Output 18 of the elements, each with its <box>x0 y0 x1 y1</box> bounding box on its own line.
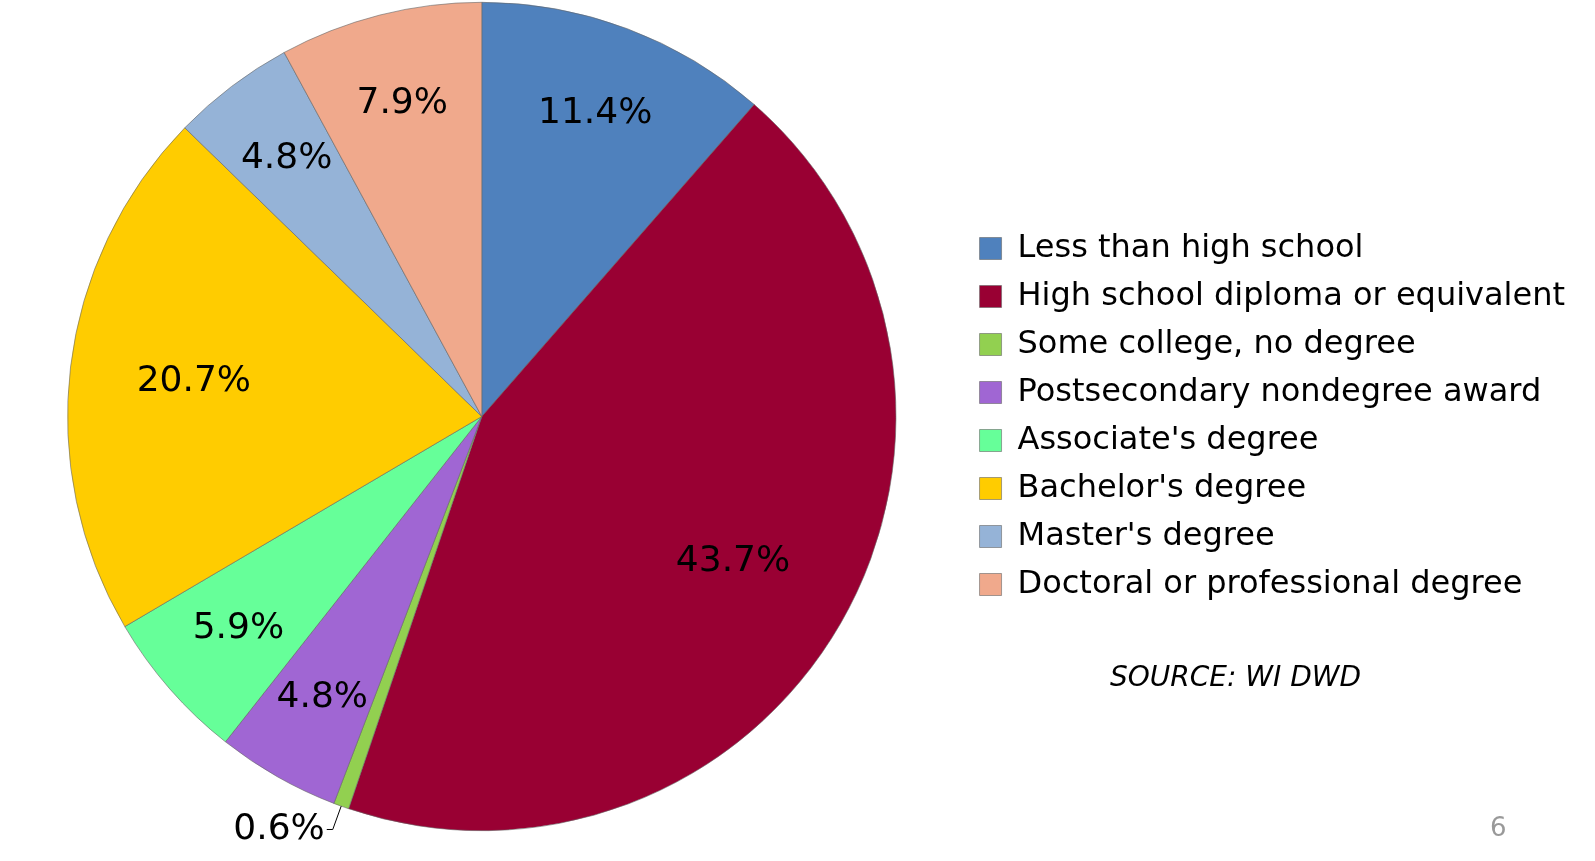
data-label: 20.7% <box>136 358 252 400</box>
legend-label: Postsecondary nondegree award <box>1017 370 1542 409</box>
data-label: 5.9% <box>192 605 285 647</box>
legend-label: Doctoral or professional degree <box>1017 562 1523 601</box>
legend-label: Associate's degree <box>1017 418 1319 457</box>
data-label: 43.7% <box>675 537 791 579</box>
data-label: 0.6% <box>233 805 325 847</box>
data-label: 4.8% <box>276 673 369 715</box>
legend-label: Less than high school <box>1017 226 1364 265</box>
legend-label: High school diploma or equivalent <box>1017 274 1565 313</box>
legend-label: Bachelor's degree <box>1017 466 1307 505</box>
data-label: 4.8% <box>240 135 333 177</box>
legend-label: Master's degree <box>1017 514 1275 553</box>
source-note: SOURCE: WI DWD <box>1110 660 1361 693</box>
data-label: 7.9% <box>356 79 448 121</box>
legend-label: Some college, no degree <box>1017 322 1416 361</box>
data-label: 11.4% <box>538 90 653 132</box>
text: 6 <box>1490 812 1507 842</box>
